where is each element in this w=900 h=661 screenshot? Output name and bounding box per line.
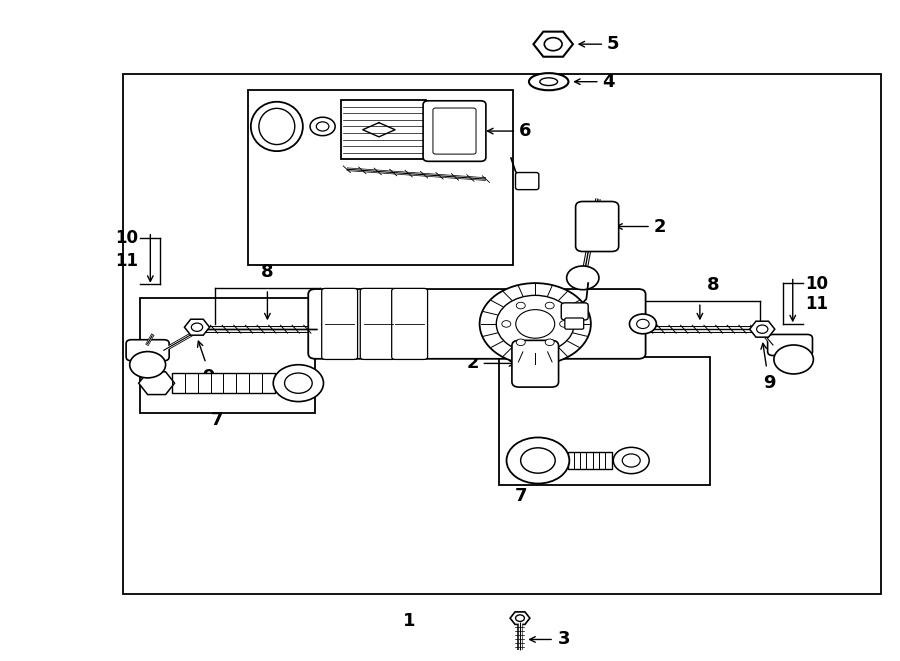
Circle shape	[284, 373, 312, 393]
Circle shape	[192, 323, 202, 331]
Text: 3: 3	[558, 631, 571, 648]
Circle shape	[545, 339, 554, 346]
Circle shape	[507, 438, 570, 484]
Circle shape	[544, 38, 562, 51]
Circle shape	[517, 302, 526, 309]
Circle shape	[636, 319, 649, 329]
Circle shape	[516, 615, 525, 621]
Bar	[122, 74, 881, 594]
FancyBboxPatch shape	[308, 289, 645, 359]
Bar	[500, 357, 710, 485]
Ellipse shape	[259, 108, 295, 145]
Text: 11: 11	[806, 295, 828, 313]
Bar	[340, 100, 426, 159]
Text: 8: 8	[707, 276, 720, 294]
Text: 9: 9	[202, 368, 215, 386]
FancyBboxPatch shape	[576, 202, 618, 252]
FancyBboxPatch shape	[321, 288, 357, 360]
Ellipse shape	[540, 78, 558, 85]
Circle shape	[521, 448, 555, 473]
Text: 8: 8	[261, 263, 274, 281]
FancyBboxPatch shape	[768, 334, 813, 356]
Text: 4: 4	[602, 73, 615, 91]
FancyBboxPatch shape	[392, 288, 428, 360]
Circle shape	[629, 314, 656, 334]
FancyBboxPatch shape	[360, 288, 396, 360]
Circle shape	[130, 352, 166, 378]
Circle shape	[516, 309, 554, 338]
Circle shape	[622, 454, 640, 467]
FancyBboxPatch shape	[512, 340, 559, 387]
Circle shape	[517, 339, 526, 346]
FancyBboxPatch shape	[433, 108, 476, 154]
Circle shape	[310, 117, 335, 136]
Circle shape	[774, 345, 814, 374]
FancyBboxPatch shape	[562, 303, 589, 320]
Text: 1: 1	[403, 612, 416, 630]
Text: 7: 7	[211, 410, 223, 429]
Circle shape	[480, 283, 591, 365]
Circle shape	[567, 266, 598, 290]
Circle shape	[274, 365, 323, 402]
Bar	[172, 373, 275, 393]
FancyBboxPatch shape	[423, 100, 486, 161]
Circle shape	[545, 302, 554, 309]
Text: 9: 9	[763, 374, 776, 392]
Text: 6: 6	[519, 122, 532, 140]
Text: 7: 7	[515, 487, 527, 505]
Circle shape	[613, 447, 649, 474]
Ellipse shape	[529, 73, 569, 91]
FancyBboxPatch shape	[126, 340, 169, 361]
Text: 5: 5	[607, 35, 619, 53]
Circle shape	[560, 321, 569, 327]
Text: 2: 2	[466, 354, 479, 372]
Bar	[248, 91, 513, 264]
Circle shape	[316, 122, 328, 131]
Text: 10: 10	[806, 275, 828, 293]
FancyBboxPatch shape	[565, 318, 584, 329]
Text: 11: 11	[115, 253, 138, 270]
Text: 10: 10	[115, 229, 138, 247]
Circle shape	[757, 325, 768, 333]
Circle shape	[496, 295, 574, 352]
Ellipse shape	[251, 102, 303, 151]
Bar	[568, 451, 611, 469]
Circle shape	[502, 321, 511, 327]
Bar	[140, 297, 315, 412]
Text: 2: 2	[653, 217, 666, 235]
FancyBboxPatch shape	[516, 173, 539, 190]
